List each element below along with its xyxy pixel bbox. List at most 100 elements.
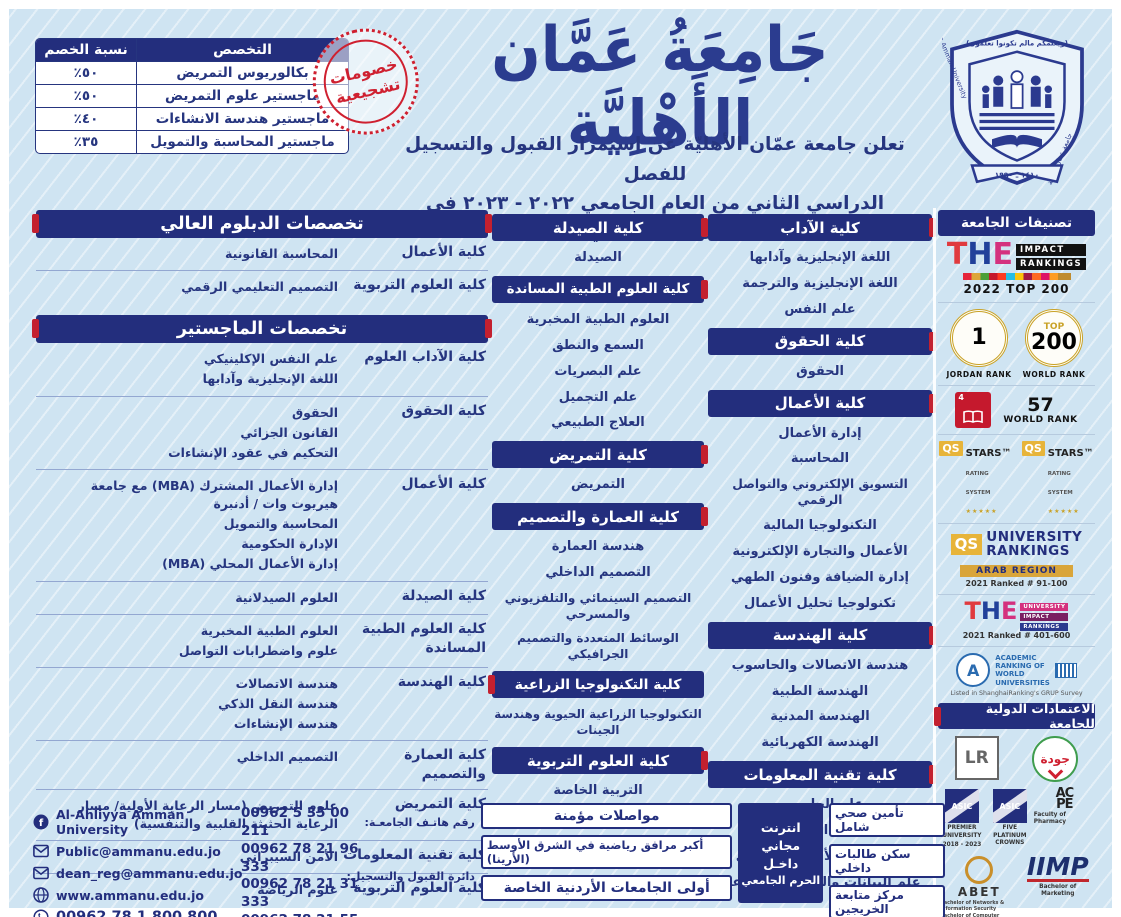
faculties-column-right: كلية الآداب اللغة الإنجليزية وآدابها الل… [708, 210, 936, 901]
asic-letters: ASIC [951, 801, 973, 811]
table-cell-major: ماجستير المحاسبة والتمويل [136, 131, 348, 153]
iimp-logo: IIMP Bachelor of Marketing [1023, 852, 1093, 898]
website-row: www.ammanu.edu.jo [33, 887, 235, 903]
sdg-rank-value: 57 [1027, 393, 1054, 416]
major: علوم واضطرابات التواصل [178, 642, 338, 658]
major: المحاسبة [790, 451, 850, 467]
major: التحكيم في عقود الإنشاءات [168, 444, 338, 460]
faculty-name: كلية العلوم التربوية [353, 277, 486, 294]
world-rank-badge: TOP 200 WORLD RANK [1019, 309, 1089, 379]
major: التصميم التعليمي الرقمي [181, 279, 338, 295]
abet-letters: ABET [957, 885, 1001, 900]
list-item: كلية التمريض علوم التمريض (مسار الرعاية … [36, 790, 488, 842]
table-row: ماجستير هندسة الانشاءات ٤٠٪ [36, 108, 348, 131]
rankings-section-header: تصنيفات الجامعة [938, 210, 1095, 236]
svg-text:f: f [39, 818, 44, 829]
abet-ring-icon [965, 856, 994, 885]
website-url: www.ammanu.edu.jo [56, 887, 205, 903]
book-icon [963, 410, 984, 424]
major: الإدارة الحكومية [241, 536, 338, 552]
major: علم النفس الإكلينيكي [203, 351, 338, 367]
list-item: كلية الآداب العلوم علم النفس الإكلينيكي … [36, 343, 488, 397]
facebook-row: f Al-Ahliyya Amman University [33, 807, 235, 837]
whatsapp-number: 00962 78 1 800 800 [56, 909, 218, 917]
phone-directory: رقم هاتـف الجامعـة: 00962 5 35 00 211 دا… [241, 803, 475, 917]
free-internet-box: انترنت مجاني داخـل الحرم الجامعي [738, 803, 824, 903]
the-letter-h: H [980, 597, 1001, 626]
the-letter-t: T [964, 597, 981, 626]
list-item: كلية الأعمال المحاسبة القانونية [36, 238, 488, 272]
major: العلوم الطبية المخبرية [526, 311, 670, 327]
discount-table: التخصص نسبة الخصم بكالوريوس التمريض ٥٠٪ … [35, 38, 349, 154]
internet-line: مجاني [761, 837, 801, 853]
major: التصميم الداخلي [545, 565, 651, 581]
accreditations-section-header: الاعتمادات الدولية للجامعة [934, 701, 1095, 731]
faculty-name: كلية الهندسة [397, 673, 486, 690]
major: هندسة العمارة [551, 539, 645, 555]
faculty-name: كلية العمارة والتصميم [404, 747, 486, 783]
faculty-header: كلية الهندسة [708, 621, 936, 649]
internet-line: انترنت [760, 819, 801, 835]
masters-section-header: تخصصات الماجستير [32, 315, 492, 344]
sdg4-icon: 4 [955, 392, 992, 428]
feature-box: مركز متابعة الخريجين [829, 885, 945, 917]
the-letter-t: T [946, 237, 968, 272]
arwu-line2: RANKING OF [995, 661, 1045, 670]
accreditation-row: LR جودة [938, 736, 1095, 783]
phone-number: 00962 78 21 55 333 [241, 912, 374, 917]
major: اللغة الإنجليزية وآدابها [202, 371, 338, 387]
qs-icon: QS [939, 441, 963, 456]
faculty-name: كلية العلوم الطبية المساندة [361, 620, 486, 656]
qs-rankings-line2: RANKINGS [986, 543, 1070, 560]
faculty-header: كلية الحقوق [708, 327, 936, 355]
table-header-major: التخصص [136, 39, 348, 62]
feature-box: أكبر مرافق رياضية في الشرق الأوسط (الأري… [480, 835, 733, 869]
qs-stars-logos: QS STARS™ RATING SYSTEM ★★★★★ QS STARS™ … [938, 435, 1095, 524]
jawda-quality-logo: جودة [1032, 736, 1079, 783]
phone-label: رقم هاتـف الجامعـة: [364, 816, 475, 830]
lr-certified-logo: LR [954, 736, 999, 781]
iimp-letters: IIMP [1026, 852, 1089, 882]
list-item: كلية الصيدلة العلوم الصيدلانية [36, 582, 488, 615]
sdg-goal-number: 4 [958, 393, 964, 402]
faculty-header: كلية العلوم التربوية [492, 747, 708, 775]
major: القانون الجزائي [240, 424, 338, 440]
list-item: كلية الهندسة هندسة الاتصالات هندسة النقل… [36, 668, 488, 742]
globe-icon [33, 887, 49, 903]
faculty-header: كلية التمريض [492, 441, 708, 469]
asic-caption: FIVE PLATINUM CROWNS [993, 825, 1027, 846]
major: الأمن السيبراني [239, 849, 338, 865]
phone-number: 00962 78 21 31 333 [241, 876, 359, 910]
major: الهندسة الطبية [771, 683, 869, 699]
major: الصيدلة [574, 250, 622, 265]
university-title: جَامِعَةُ عَمَّان الأَهْلِيَّة [491, 12, 829, 160]
postgraduate-column: تخصصات الدبلوم العالي كلية الأعمال المحا… [32, 210, 492, 907]
list-item: كلية الأعمال إدارة الأعمال المشترك (MBA)… [36, 470, 488, 582]
tag-university: UNIVERSITY [1020, 603, 1069, 612]
world-rank-top: TOP [1043, 321, 1065, 332]
rankings-tag: RANKINGS [1015, 258, 1087, 270]
tag-impact: IMPACT [1020, 613, 1069, 622]
arwu-line4: UNIVERSITIES [995, 678, 1050, 687]
table-cell-percent: ٥٠٪ [36, 62, 136, 85]
major: اللغة الإنجليزية وآدابها [749, 250, 891, 265]
acpe-logo: AC PE Faculty of Pharmacy [1034, 787, 1095, 826]
faculty-header: كلية الأعمال [708, 389, 936, 417]
world-rank-value: 200 [1031, 329, 1077, 355]
major: الحقوق [796, 363, 844, 379]
major: التمريض [570, 477, 626, 493]
features-middle: مواصلات مؤمنة أكبر مرافق رياضية في الشرق… [480, 803, 733, 901]
faculty-name: كلية التمريض [394, 796, 486, 813]
major: التربية الخاصة [553, 783, 643, 799]
logo-people-icon [982, 70, 1052, 109]
arwu-icon: A [956, 653, 991, 688]
major: هندسة الإنشاءات [233, 716, 338, 732]
logo-book-icon [992, 134, 1042, 148]
internet-line: داخـل [763, 855, 799, 871]
table-cell-major: ماجستير هندسة الانشاءات [136, 108, 348, 131]
asic-letters: ASIC [999, 801, 1021, 811]
table-cell-major: ماجستير علوم التمريض [136, 85, 348, 108]
major: التكنولوجيا الزراعية الحيوية وهندسة الجي… [494, 707, 702, 737]
major: الهندسة الكهربائية [761, 735, 879, 751]
arwu-flag-icon [1054, 662, 1077, 678]
